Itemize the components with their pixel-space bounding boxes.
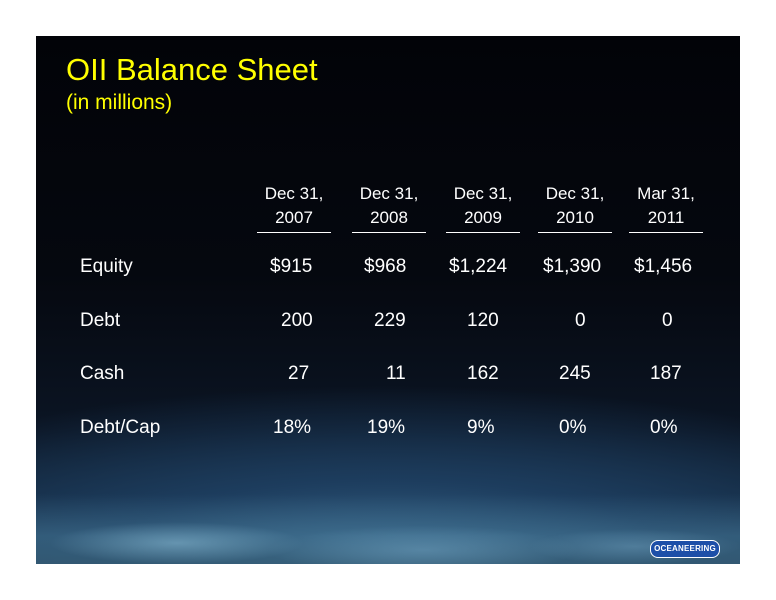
table-cell: 18% — [273, 417, 312, 438]
table-cell: 200 — [281, 310, 313, 331]
table-cell: 0 — [575, 310, 586, 331]
table-cell: $1,224 — [449, 256, 508, 277]
seafloor-background — [36, 494, 740, 564]
row-label-debt: Debt — [80, 310, 121, 331]
column-header-line2: 2011 — [629, 206, 703, 233]
oceaneering-logo: OCEANEERING — [650, 540, 720, 558]
table-cell: 0% — [559, 417, 587, 438]
table-cell: $1,390 — [543, 256, 602, 277]
column-header-2009: Dec 31, 2009 — [446, 182, 520, 233]
column-header-line2: 2009 — [446, 206, 520, 233]
table-cell: $1,456 — [634, 256, 693, 277]
column-header-line1: Dec 31, — [359, 184, 419, 203]
column-header-2010: Dec 31, 2010 — [538, 182, 612, 233]
table-cell: 0% — [650, 417, 678, 438]
column-header-line2: 2010 — [538, 206, 612, 233]
table-cell: 245 — [559, 363, 591, 384]
table-cell: $915 — [270, 256, 313, 277]
column-header-line1: Mar 31, — [637, 184, 695, 203]
table-cell: 27 — [288, 363, 310, 384]
row-label-equity: Equity — [80, 256, 133, 277]
column-header-2008: Dec 31, 2008 — [352, 182, 426, 233]
table-cell: 11 — [386, 363, 406, 384]
table-cell: 162 — [467, 363, 499, 384]
column-header-line1: Dec 31, — [264, 184, 324, 203]
column-header-line1: Dec 31, — [545, 184, 605, 203]
table-cell: 0 — [662, 310, 673, 331]
column-header-line1: Dec 31, — [453, 184, 513, 203]
table-cell: 9% — [467, 417, 495, 438]
column-header-line2: 2008 — [352, 206, 426, 233]
row-label-cash: Cash — [80, 363, 125, 384]
table-cell: 229 — [374, 310, 406, 331]
table-cell: 187 — [650, 363, 682, 384]
column-header-line2: 2007 — [257, 206, 331, 233]
column-header-2007: Dec 31, 2007 — [257, 182, 331, 233]
slide-subtitle: (in millions) — [66, 91, 173, 114]
table-cell: 120 — [467, 310, 499, 331]
table-cell: 19% — [367, 417, 406, 438]
slide: OII Balance Sheet (in millions) Dec 31, … — [36, 36, 740, 564]
row-label-debt-cap: Debt/Cap — [80, 417, 161, 438]
table-cell: $968 — [364, 256, 407, 277]
slide-title: OII Balance Sheet — [66, 52, 318, 87]
column-header-2011: Mar 31, 2011 — [629, 182, 703, 233]
